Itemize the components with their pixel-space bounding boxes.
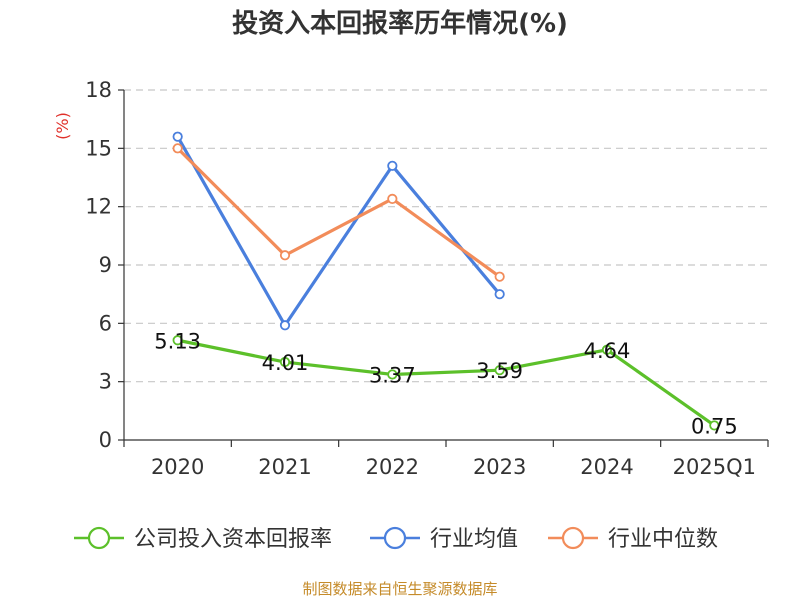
y-tick-label: 0	[99, 428, 112, 452]
x-tick-label: 2025Q1	[673, 455, 756, 479]
legend-marker	[383, 526, 407, 550]
x-tick-label: 2024	[580, 455, 633, 479]
series-layer	[172, 131, 720, 431]
axes: 0 3 6 9 12 15 18 2020 2021 2022 2023 2024 2025Q1	[85, 78, 769, 479]
legend-label: 行业均值	[430, 527, 518, 552]
legend-item: 行业中位数	[548, 526, 718, 552]
series-2	[172, 143, 505, 282]
series-line	[176, 147, 501, 278]
legend-label: 公司投入资本回报率	[134, 527, 332, 552]
y-axis-label: (%)	[53, 112, 72, 140]
data-point	[387, 160, 398, 171]
data-label: 3.37	[369, 363, 416, 387]
data-point	[279, 356, 291, 368]
x-tick-label: 2021	[258, 455, 311, 479]
data-label: 4.01	[262, 351, 309, 375]
legend-item: 行业均值	[370, 526, 518, 552]
data-point	[387, 193, 398, 204]
y-tick-label: 15	[85, 136, 112, 160]
data-point	[709, 420, 720, 431]
x-tick-label: 2020	[151, 455, 204, 479]
data-point	[279, 320, 291, 331]
series-1	[172, 131, 505, 331]
y-tick-label: 9	[99, 253, 112, 277]
data-point	[172, 143, 183, 154]
data-label: 4.64	[584, 339, 631, 363]
series-line	[177, 338, 716, 427]
data-label: 3.59	[476, 359, 523, 383]
y-tick-label: 12	[85, 195, 112, 219]
data-point	[172, 131, 183, 142]
series-0	[172, 335, 720, 431]
data-point	[494, 289, 505, 300]
legend: 公司投入资本回报率 行业均值 行业中位数	[74, 526, 718, 552]
data-point	[601, 344, 613, 355]
x-tick-label: 2023	[473, 455, 526, 479]
data-point	[172, 335, 183, 346]
x-tick-label: 2022	[366, 455, 419, 479]
chart-title: 投资入本回报率历年情况(%)	[232, 8, 568, 39]
data-label: 0.75	[691, 414, 738, 438]
data-label: 5.13	[154, 329, 201, 353]
y-tick-label: 3	[99, 370, 112, 394]
source-note: 制图数据来自恒生聚源数据库	[302, 580, 497, 598]
data-point	[279, 250, 291, 261]
legend-marker	[561, 526, 585, 550]
data-point	[494, 365, 505, 376]
data-labels: 5.13 4.01 3.37 3.59 4.64 0.75	[154, 329, 737, 438]
legend-item: 公司投入资本回报率	[74, 526, 332, 552]
data-point	[494, 271, 505, 282]
legend-label: 行业中位数	[608, 527, 718, 552]
y-tick-label: 6	[99, 311, 112, 335]
data-point	[387, 369, 398, 380]
y-tick-label: 18	[85, 78, 112, 102]
legend-marker	[87, 526, 111, 550]
series-line	[176, 135, 501, 327]
